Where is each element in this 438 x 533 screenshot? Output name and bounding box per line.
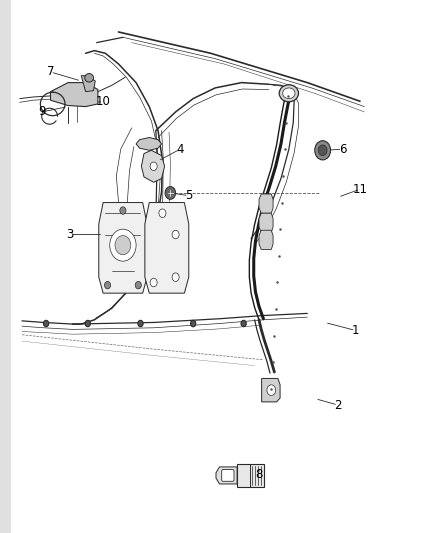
Text: 5: 5 — [185, 189, 192, 202]
Text: 10: 10 — [95, 95, 110, 108]
Ellipse shape — [104, 281, 110, 289]
Ellipse shape — [85, 74, 93, 82]
Ellipse shape — [135, 281, 141, 289]
Text: 7: 7 — [46, 66, 54, 78]
Ellipse shape — [159, 209, 166, 217]
Ellipse shape — [150, 278, 157, 287]
Polygon shape — [50, 83, 98, 107]
Polygon shape — [215, 467, 237, 484]
Polygon shape — [258, 213, 272, 232]
Polygon shape — [258, 194, 272, 213]
Polygon shape — [99, 203, 147, 293]
Ellipse shape — [120, 207, 126, 214]
Ellipse shape — [115, 236, 131, 255]
Polygon shape — [258, 230, 272, 249]
Ellipse shape — [165, 187, 175, 199]
Ellipse shape — [318, 145, 326, 156]
Text: 1: 1 — [351, 324, 359, 337]
Text: 11: 11 — [352, 183, 367, 196]
Ellipse shape — [190, 320, 195, 327]
Ellipse shape — [85, 320, 90, 327]
Polygon shape — [261, 378, 279, 402]
Ellipse shape — [150, 162, 157, 171]
Polygon shape — [136, 138, 161, 150]
Text: 9: 9 — [38, 106, 46, 118]
Ellipse shape — [172, 273, 179, 281]
Text: 3: 3 — [67, 228, 74, 241]
Ellipse shape — [266, 385, 275, 395]
Text: 2: 2 — [333, 399, 341, 411]
Polygon shape — [141, 150, 164, 182]
Ellipse shape — [172, 230, 179, 239]
Ellipse shape — [279, 85, 298, 102]
Text: 6: 6 — [338, 143, 346, 156]
Ellipse shape — [314, 141, 330, 160]
Ellipse shape — [282, 88, 294, 99]
Ellipse shape — [110, 229, 136, 261]
Polygon shape — [237, 464, 264, 487]
Ellipse shape — [240, 320, 246, 327]
Polygon shape — [81, 76, 95, 92]
Text: 4: 4 — [176, 143, 184, 156]
Ellipse shape — [43, 320, 49, 327]
FancyBboxPatch shape — [221, 470, 233, 481]
Text: 8: 8 — [255, 468, 262, 481]
Polygon shape — [145, 203, 188, 293]
Ellipse shape — [138, 320, 143, 327]
Bar — [0, 0, 11, 533]
